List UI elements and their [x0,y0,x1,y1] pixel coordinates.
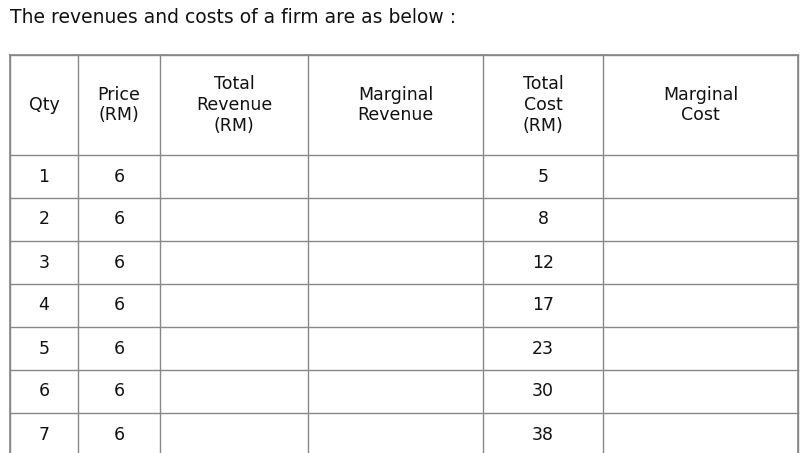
Text: Price
(RM): Price (RM) [98,86,141,125]
Text: 30: 30 [532,382,554,400]
Text: 7: 7 [39,425,49,443]
Text: 1: 1 [39,168,49,185]
Text: 6: 6 [113,168,124,185]
Text: Marginal
Cost: Marginal Cost [663,86,739,125]
Text: 23: 23 [532,339,554,357]
Text: 3: 3 [39,254,49,271]
Text: 6: 6 [113,254,124,271]
Text: 4: 4 [39,297,49,314]
Text: Qty: Qty [28,96,59,114]
Text: Marginal
Revenue: Marginal Revenue [357,86,434,125]
Text: 6: 6 [113,425,124,443]
Text: 6: 6 [113,382,124,400]
Text: 2: 2 [39,211,49,228]
Text: 6: 6 [113,211,124,228]
Text: 6: 6 [113,297,124,314]
Text: 6: 6 [39,382,49,400]
Text: 5: 5 [537,168,549,185]
Text: 17: 17 [532,297,554,314]
Text: 38: 38 [532,425,554,443]
Text: Total
Cost
(RM): Total Cost (RM) [523,75,563,135]
Text: 5: 5 [39,339,49,357]
Text: 8: 8 [537,211,549,228]
Text: The revenues and costs of a firm are as below :: The revenues and costs of a firm are as … [10,8,457,27]
Text: Total
Revenue
(RM): Total Revenue (RM) [196,75,272,135]
Text: 12: 12 [532,254,554,271]
Text: 6: 6 [113,339,124,357]
